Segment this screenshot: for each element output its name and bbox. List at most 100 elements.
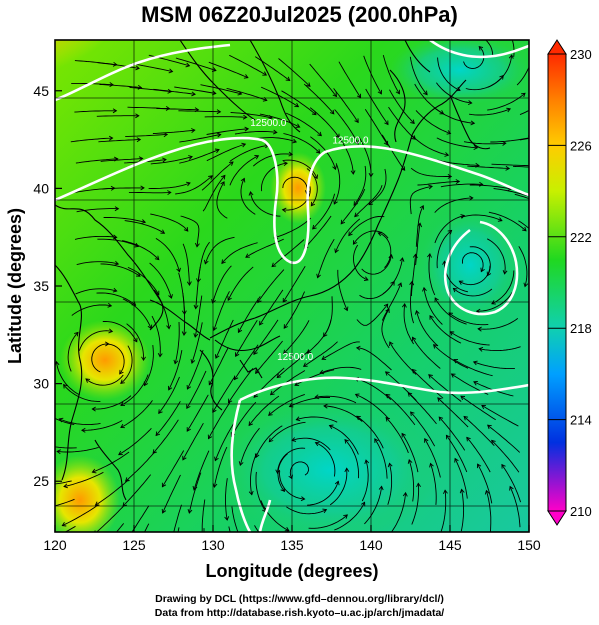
streamline (486, 238, 506, 274)
streamline (120, 400, 153, 428)
streamline (162, 450, 185, 487)
colorbar-label: 230 (570, 47, 592, 62)
streamline-arrowhead (397, 282, 403, 288)
x-tick-label: 145 (438, 537, 462, 553)
streamline (487, 92, 526, 111)
streamline-arrowhead (234, 375, 239, 381)
streamline (228, 368, 254, 403)
streamline (126, 323, 145, 361)
streamline-arrowhead (220, 174, 226, 180)
streamline-arrowhead (444, 152, 450, 157)
streamline (248, 395, 280, 426)
streamline (415, 110, 451, 134)
streamline (250, 453, 257, 495)
streamline-arrowhead (141, 356, 146, 362)
streamline-arrowhead (162, 157, 167, 163)
streamline-arrowhead (385, 393, 391, 399)
streamline (101, 187, 144, 190)
streamline (407, 392, 437, 425)
streamline-arrowhead (438, 416, 444, 422)
streamline-arrowhead (94, 501, 100, 506)
streamline-arrowhead (190, 359, 196, 364)
streamline-arrowhead (203, 259, 209, 265)
streamline-arrowhead (407, 392, 413, 397)
streamline (315, 442, 336, 477)
streamline-arrowhead (424, 438, 429, 443)
streamline (385, 417, 409, 454)
streamline (430, 463, 437, 505)
streamline-arrowhead (283, 349, 288, 355)
y-tick-label: 30 (33, 376, 49, 392)
streamline-arrowhead (481, 404, 486, 410)
streamline-arrowhead (478, 346, 484, 352)
streamline (450, 331, 490, 346)
streamline-arrowhead (133, 337, 138, 343)
streamline-arrowhead (214, 148, 220, 154)
streamline-arrowhead (269, 390, 275, 396)
streamline (200, 84, 242, 95)
streamline-arrowhead (491, 439, 496, 445)
streamline-arrowhead (354, 393, 360, 398)
streamline (96, 115, 139, 117)
colorbar-label: 210 (570, 504, 592, 519)
streamline (337, 135, 354, 175)
streamline-arrowhead (334, 480, 340, 486)
streamline (434, 215, 465, 244)
streamline (487, 424, 521, 453)
streamline (389, 341, 417, 375)
streamline-arrowhead (168, 68, 174, 74)
streamline (356, 415, 384, 449)
streamline (440, 490, 447, 532)
streamline-arrowhead (56, 449, 61, 455)
streamline-arrowhead (329, 109, 335, 115)
streamline-arrowhead (171, 565, 175, 569)
streamline (153, 88, 196, 95)
streamline (463, 141, 506, 145)
x-tick-label: 140 (359, 537, 383, 553)
streamline-arrowhead (294, 102, 300, 108)
colorbar: 230 226 222 218 214 210 (547, 39, 592, 526)
streamline (469, 108, 511, 116)
streamline-arrowhead (354, 212, 359, 218)
streamline-arrowhead (429, 314, 434, 320)
streamline-arrowhead (214, 354, 220, 359)
streamline (491, 270, 515, 305)
streamline-arrowhead (384, 120, 389, 126)
streamline (356, 347, 392, 371)
streamline-arrowhead (283, 161, 288, 167)
streamline-arrowhead (37, 406, 41, 410)
streamline-arrowhead (302, 362, 308, 367)
streamline (225, 478, 228, 521)
streamline (467, 165, 510, 169)
streamline (479, 346, 521, 352)
streamline (234, 131, 277, 135)
streamline-arrowhead (114, 260, 120, 266)
streamline (259, 113, 300, 128)
streamline-arrowhead (401, 303, 407, 308)
streamline-arrowhead (306, 82, 311, 87)
streamline-arrowhead (484, 489, 490, 495)
streamline (201, 161, 234, 191)
streamline (410, 167, 452, 177)
streamline-arrowhead (112, 108, 118, 114)
streamline-arrowhead (422, 286, 427, 292)
streamline (120, 345, 133, 384)
credit-data: Data from http://database.rish.kyoto–u.a… (154, 607, 445, 619)
streamline-arrowhead (61, 521, 67, 527)
streamline (323, 405, 363, 422)
cool-region-northeast (390, 40, 529, 105)
streamline (488, 211, 527, 232)
streamline (62, 504, 99, 527)
streamline (92, 451, 130, 473)
streamline-arrowhead (257, 298, 262, 304)
streamline-arrowhead (509, 485, 514, 491)
streamline (208, 61, 249, 79)
streamline (438, 416, 466, 451)
streamline-arrowhead (228, 398, 233, 404)
streamline (255, 425, 283, 458)
streamline (260, 500, 290, 531)
contour-label: 12500.0 (250, 118, 287, 129)
streamline (152, 129, 195, 134)
streamline-arrowhead (454, 457, 459, 463)
streamline (213, 291, 230, 331)
